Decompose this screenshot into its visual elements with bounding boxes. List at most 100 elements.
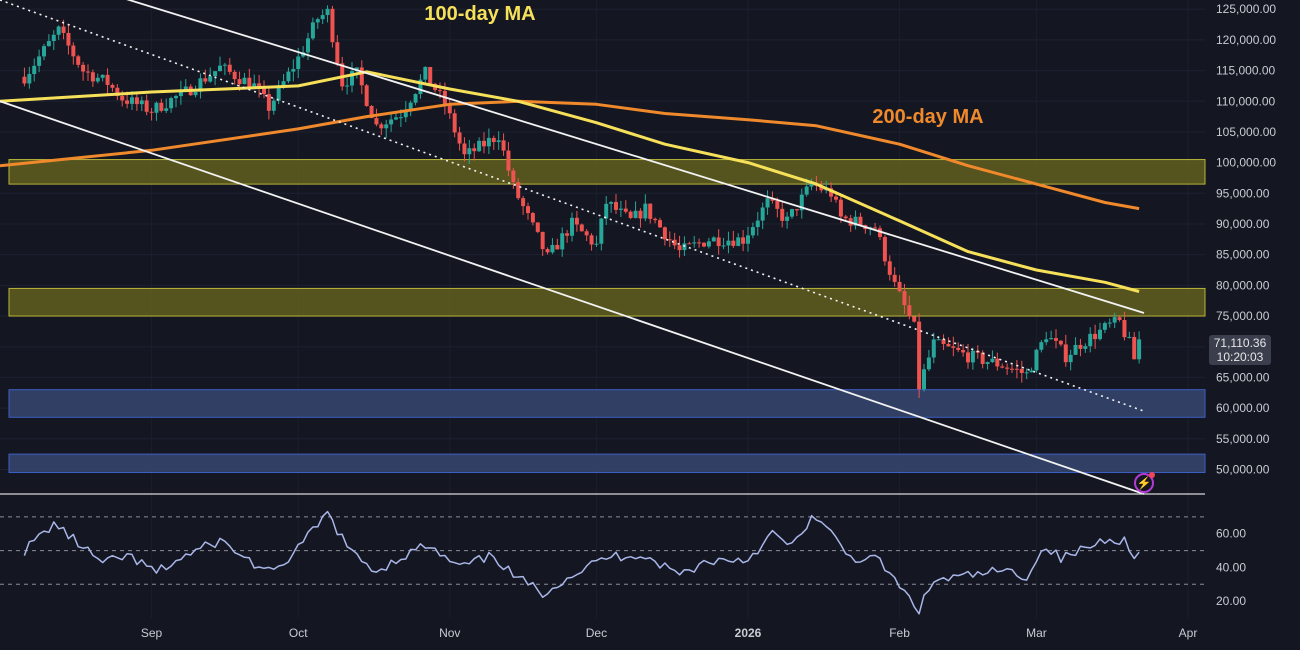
candle-body [1083, 346, 1088, 349]
candle-body [1068, 354, 1073, 363]
candle-body [1107, 322, 1112, 324]
candle-body [403, 110, 408, 118]
candle-body [535, 222, 540, 232]
candle-body [237, 79, 242, 85]
candle-body [853, 216, 858, 226]
candle-body [731, 240, 736, 246]
candle-body [95, 77, 100, 82]
price-tick-label: 60,000.00 [1216, 401, 1270, 415]
candle-body [247, 77, 252, 89]
candle-body [516, 182, 521, 199]
candle-body [496, 140, 501, 143]
candle-body [1058, 340, 1063, 345]
candle-body [1073, 344, 1078, 355]
candle-body [384, 124, 389, 129]
candle-body [506, 150, 511, 171]
candle-body [32, 65, 37, 75]
candle-body [618, 208, 623, 210]
candle-body [574, 217, 579, 225]
candle-body [570, 217, 574, 236]
price-tick-label: 110,000.00 [1216, 94, 1275, 108]
dotted-trendline[interactable] [0, 0, 1145, 412]
ma200-label: 200-day MA [872, 106, 983, 128]
candle-body [86, 71, 90, 73]
time-axis[interactable]: Sep Oct Nov Dec 2026 Feb Mar Apr [141, 626, 1197, 640]
candle-body [467, 148, 472, 155]
price-tick-label: 55,000.00 [1216, 432, 1270, 446]
candle-body [667, 239, 672, 241]
moving-averages [0, 70, 1140, 293]
candle-body [418, 79, 423, 95]
candle-body [834, 196, 838, 200]
rsi-pane [0, 510, 1205, 615]
candle-body [66, 32, 71, 46]
candle-body [242, 77, 247, 85]
candle-body [428, 66, 433, 84]
price-zones [8, 159, 1206, 474]
candle-body [1000, 366, 1005, 368]
ma100-label: 100-day MA [424, 3, 535, 25]
trendlines [0, 0, 1145, 495]
candle-body [995, 358, 1000, 367]
candle-body [130, 97, 134, 104]
candle-body [227, 64, 232, 72]
candle-body [42, 46, 46, 57]
solid-trendline[interactable] [0, 100, 1145, 495]
candle-body [501, 140, 506, 151]
candle-body [350, 71, 354, 86]
candle-body [594, 243, 599, 245]
price-tick-label: 105,000.00 [1216, 125, 1276, 139]
candle-body [750, 227, 755, 236]
candle-body [966, 352, 970, 363]
candle-body [926, 357, 931, 370]
candle-body [961, 349, 966, 353]
candle-body [697, 242, 702, 244]
candle-body [213, 71, 218, 77]
candle-body [633, 210, 638, 218]
candle-body [609, 202, 614, 204]
candle-body [912, 316, 917, 322]
candle-body [408, 102, 413, 111]
candle-body [482, 140, 486, 147]
candle-body [736, 237, 741, 246]
candle-body [281, 81, 286, 86]
candle-body [1112, 317, 1117, 323]
candle-body [873, 227, 878, 229]
candle-body [320, 15, 325, 20]
candle-body [1093, 333, 1098, 340]
candle-body [252, 83, 257, 89]
solid-trendline[interactable] [0, 0, 1145, 314]
support-zone [8, 453, 1206, 474]
notification-dot [1149, 472, 1155, 478]
candle-body [76, 56, 81, 65]
candle-body [584, 231, 589, 236]
candle-body [716, 237, 721, 247]
candle-body [51, 34, 56, 42]
candle-body [922, 369, 926, 390]
lightning-icon[interactable]: ⚡ [1134, 473, 1154, 493]
candle-body [100, 74, 105, 78]
candle-body [1127, 336, 1132, 338]
candle-body [614, 202, 618, 210]
candle-body [193, 91, 198, 96]
candle-body [931, 339, 936, 358]
rsi-axis[interactable]: 60.00 40.00 20.00 [1216, 527, 1246, 608]
candle-body [980, 352, 985, 364]
candle-body [1029, 370, 1034, 373]
candle-body [447, 105, 452, 114]
candle-body [1024, 372, 1029, 374]
candle-body [970, 350, 975, 363]
candle-body [1117, 317, 1122, 321]
candle-body [741, 237, 746, 244]
price-axis[interactable]: 125,000.00 120,000.00 115,000.00 110,000.00… [1216, 2, 1276, 476]
candle-body [120, 95, 125, 101]
candle-body [222, 64, 227, 66]
candle-body [149, 111, 154, 113]
candle-body [706, 241, 711, 247]
price-tick-label: 75,000.00 [1216, 309, 1270, 323]
candle-body [486, 137, 491, 147]
rsi-tick-label: 40.00 [1216, 560, 1246, 574]
candle-body [1034, 349, 1039, 371]
candle-body [760, 207, 765, 221]
